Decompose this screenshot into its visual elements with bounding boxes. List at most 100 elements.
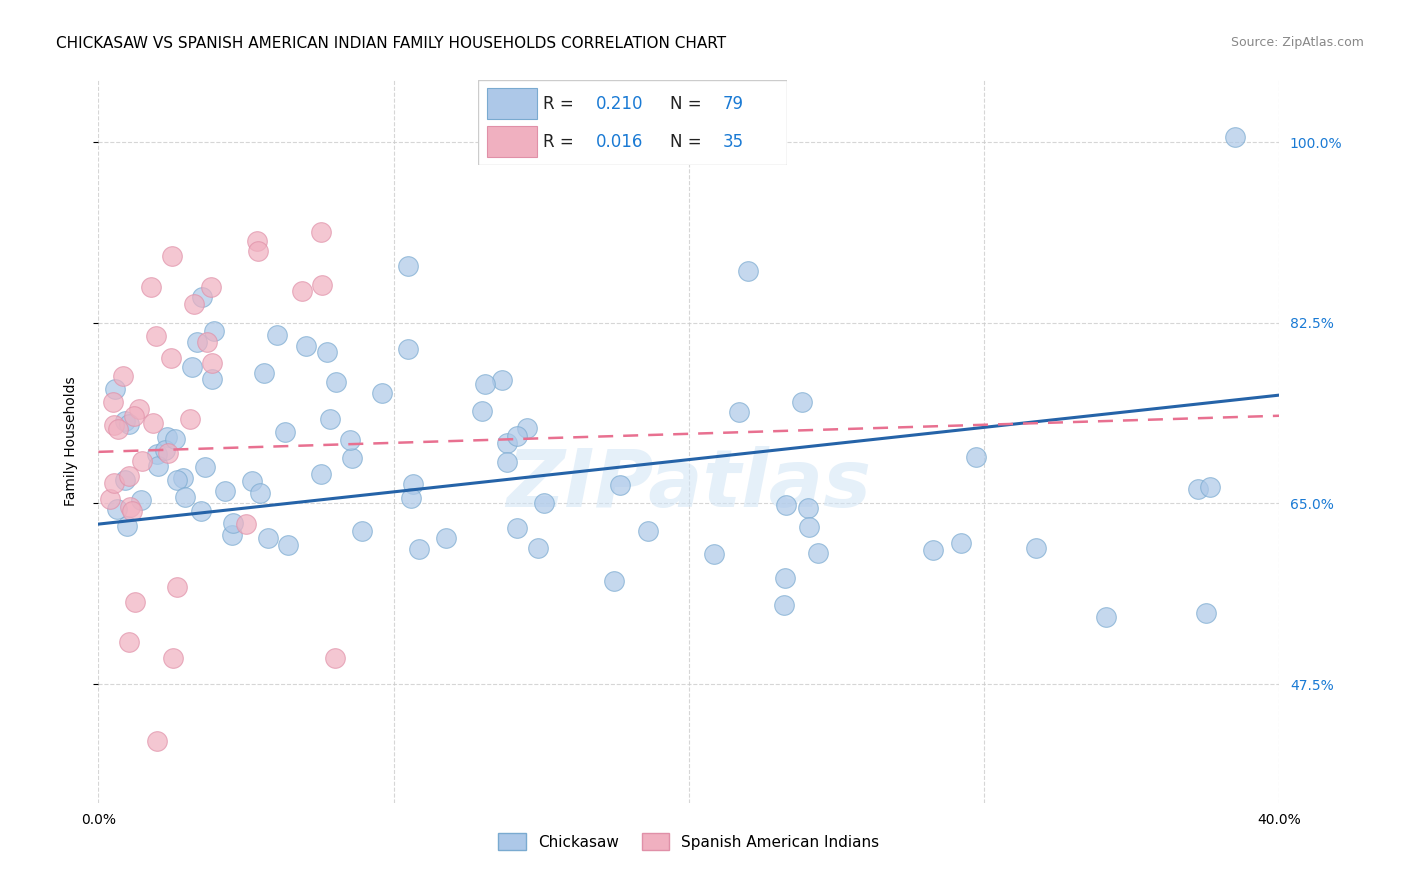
Point [121, 504, 143, 518]
Text: Source: ZipAtlas.com: Source: ZipAtlas.com [1230, 36, 1364, 49]
Point [155, 442, 177, 457]
Point [922, 542, 945, 557]
Point [131, 454, 153, 468]
Point [183, 297, 205, 311]
Point [256, 531, 278, 545]
Point [340, 450, 363, 465]
Point [807, 545, 830, 559]
Point [401, 491, 423, 506]
Point [103, 475, 125, 490]
Point [703, 547, 725, 561]
Point [186, 334, 208, 349]
Point [309, 467, 332, 481]
Text: R =: R = [543, 95, 579, 112]
Point [775, 571, 797, 585]
Point [146, 734, 169, 748]
Point [103, 418, 125, 433]
Point [253, 366, 276, 380]
Point [200, 279, 222, 293]
Text: 0.016: 0.016 [596, 133, 643, 151]
Point [162, 249, 183, 263]
Point [201, 356, 224, 370]
Text: 0.210: 0.210 [596, 95, 643, 112]
Point [114, 414, 136, 428]
Point [318, 412, 340, 426]
Point [124, 595, 146, 609]
Point [1195, 606, 1218, 620]
Text: 79: 79 [723, 95, 744, 112]
Point [235, 517, 257, 532]
Point [311, 278, 333, 293]
Point [1187, 482, 1209, 496]
Point [797, 519, 820, 533]
Point [1225, 130, 1247, 145]
Point [120, 500, 142, 514]
Point [311, 225, 333, 239]
Point [402, 476, 425, 491]
Point [240, 474, 263, 488]
Point [129, 493, 152, 508]
Point [949, 536, 972, 550]
Point [396, 342, 419, 356]
Point [533, 496, 555, 510]
Point [107, 501, 129, 516]
FancyBboxPatch shape [478, 80, 787, 165]
Point [146, 459, 169, 474]
Point [117, 634, 139, 648]
Point [266, 327, 288, 342]
Point [112, 368, 135, 383]
Point [115, 518, 138, 533]
Text: N =: N = [669, 133, 707, 151]
Point [434, 531, 457, 545]
Point [295, 339, 318, 353]
Text: CHICKASAW VS SPANISH AMERICAN INDIAN FAMILY HOUSEHOLDS CORRELATION CHART: CHICKASAW VS SPANISH AMERICAN INDIAN FAM… [56, 36, 727, 51]
Point [166, 473, 188, 487]
Point [156, 430, 179, 444]
Point [163, 432, 186, 446]
Point [122, 409, 145, 424]
Point [249, 486, 271, 500]
Point [325, 376, 347, 390]
Point [496, 455, 519, 469]
Point [142, 416, 165, 430]
Point [1025, 541, 1047, 555]
Point [98, 491, 121, 506]
Point [190, 503, 212, 517]
Point [222, 516, 245, 530]
Legend: Chickasaw, Spanish American Indians: Chickasaw, Spanish American Indians [492, 827, 886, 856]
Text: R =: R = [543, 133, 579, 151]
Point [139, 280, 162, 294]
Point [1198, 480, 1220, 494]
Point [172, 471, 194, 485]
Point [162, 650, 184, 665]
Point [637, 524, 659, 539]
Point [775, 498, 797, 512]
Point [202, 324, 225, 338]
Point [274, 425, 297, 439]
FancyBboxPatch shape [488, 126, 537, 157]
Point [965, 450, 987, 465]
Point [506, 521, 529, 535]
Point [602, 574, 624, 588]
Point [527, 541, 550, 555]
Point [797, 500, 820, 515]
Point [118, 417, 141, 432]
Point [103, 395, 125, 409]
Point [117, 469, 139, 483]
Point [316, 344, 339, 359]
Text: N =: N = [669, 95, 707, 112]
FancyBboxPatch shape [488, 88, 537, 120]
Point [146, 447, 169, 461]
Point [323, 651, 346, 665]
Point [474, 376, 496, 391]
Point [160, 351, 183, 365]
Point [145, 329, 167, 343]
Point [773, 598, 796, 612]
Point [291, 284, 314, 298]
Y-axis label: Family Households: Family Households [63, 376, 77, 507]
Point [398, 259, 420, 273]
Point [201, 372, 224, 386]
Point [370, 386, 392, 401]
Point [104, 382, 127, 396]
Point [737, 264, 759, 278]
